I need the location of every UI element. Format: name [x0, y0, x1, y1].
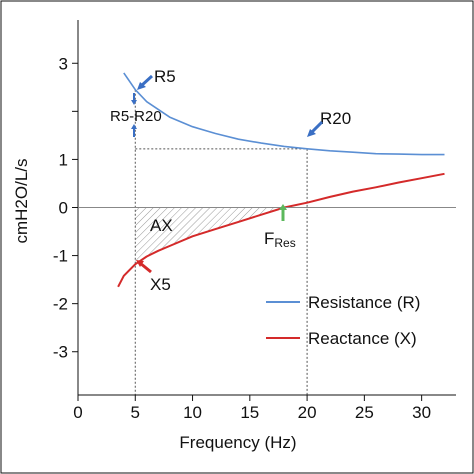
arrow-r5-r20-bottom — [131, 124, 137, 137]
annotation-fres-main: F — [264, 229, 274, 248]
x-tick-label-10: 10 — [183, 403, 202, 422]
annotation-fres: FRes — [264, 229, 296, 250]
annotation-r5: R5 — [154, 67, 176, 86]
x-tick-label-20: 20 — [298, 403, 317, 422]
legend-label-reactance: Reactance (X) — [308, 329, 417, 348]
arrow-r5 — [137, 74, 154, 90]
x-tick-label-0: 0 — [73, 403, 82, 422]
series-line-resistance — [123, 72, 445, 156]
annotation-fres-sub: Res — [274, 236, 295, 250]
y-tick-label--2: -2 — [53, 295, 68, 314]
y-tick-label--3: -3 — [53, 343, 68, 362]
y-tick-label--1: -1 — [53, 247, 68, 266]
series-line-reactance — [117, 172, 445, 288]
annotation-x5: X5 — [150, 275, 171, 294]
y-tick-label-0: 0 — [59, 199, 68, 218]
annotation-ax: AX — [150, 216, 173, 235]
arrow-fres — [279, 204, 287, 221]
x-axis-title: Frequency (Hz) — [179, 433, 296, 452]
arrow-r20 — [307, 120, 324, 137]
ax-hatched-area — [135, 207, 285, 265]
y-axis-title: cmH2O/L/s — [12, 158, 31, 243]
annotation-r20: R20 — [320, 109, 351, 128]
arrow-x5 — [136, 260, 152, 274]
y-tick-label-1: 1 — [59, 150, 68, 169]
annotation-r5-r20: R5-R20 — [110, 108, 162, 125]
x-tick-label-5: 5 — [131, 403, 140, 422]
y-tick-label-3: 3 — [59, 54, 68, 73]
arrow-r5-r20-top — [131, 93, 137, 105]
x-tick-label-25: 25 — [355, 403, 374, 422]
x-tick-label-15: 15 — [240, 403, 259, 422]
legend: Resistance (R) Reactance (X) — [266, 293, 420, 348]
x-tick-label-30: 30 — [412, 403, 431, 422]
legend-label-resistance: Resistance (R) — [308, 293, 420, 312]
